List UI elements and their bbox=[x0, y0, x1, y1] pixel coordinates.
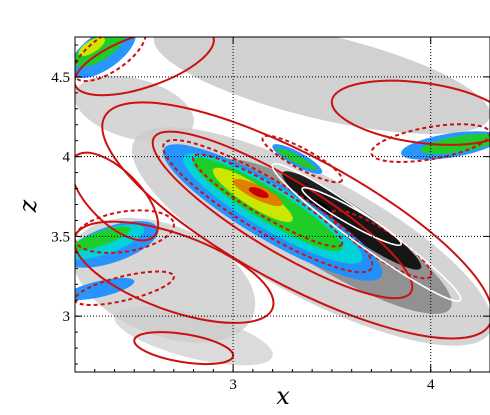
field-layer bbox=[75, 37, 490, 366]
y-tick-label: 4 bbox=[63, 150, 71, 166]
contour-solid-bottom bbox=[133, 331, 235, 366]
y-tick-label: 3 bbox=[63, 309, 71, 325]
contour-white-inner bbox=[301, 186, 403, 247]
x-axis-label: x bbox=[276, 382, 290, 410]
contour-dashed-left bbox=[75, 209, 175, 254]
left-lower-blue bbox=[75, 277, 135, 301]
contour-dashed-main bbox=[162, 139, 374, 274]
y-axis-label: z bbox=[14, 199, 42, 213]
x-tick-label: 3 bbox=[229, 377, 237, 393]
contour-dashed-mid bbox=[261, 134, 344, 184]
contour-solid-upper-right bbox=[330, 79, 490, 146]
axis-ticks: 3 4 3 3.5 4 4.5 bbox=[51, 37, 490, 393]
main-streak-red bbox=[248, 187, 269, 198]
gray-band-left-upper bbox=[75, 75, 195, 142]
contour-dashed-lower bbox=[330, 209, 433, 280]
y-tick-label: 4.5 bbox=[51, 70, 70, 86]
x-tick-label: 4 bbox=[427, 377, 435, 393]
y-tick-label: 3.5 bbox=[51, 229, 70, 245]
gray-band-upper bbox=[153, 37, 490, 134]
contour-solid-outer bbox=[101, 101, 490, 340]
contour-dashed-inner bbox=[192, 153, 344, 248]
dark-core bbox=[282, 171, 422, 270]
gridlines bbox=[75, 37, 490, 372]
left-green bbox=[75, 226, 131, 252]
contour-solid-main bbox=[151, 130, 414, 300]
mid-streak-green bbox=[276, 148, 317, 170]
